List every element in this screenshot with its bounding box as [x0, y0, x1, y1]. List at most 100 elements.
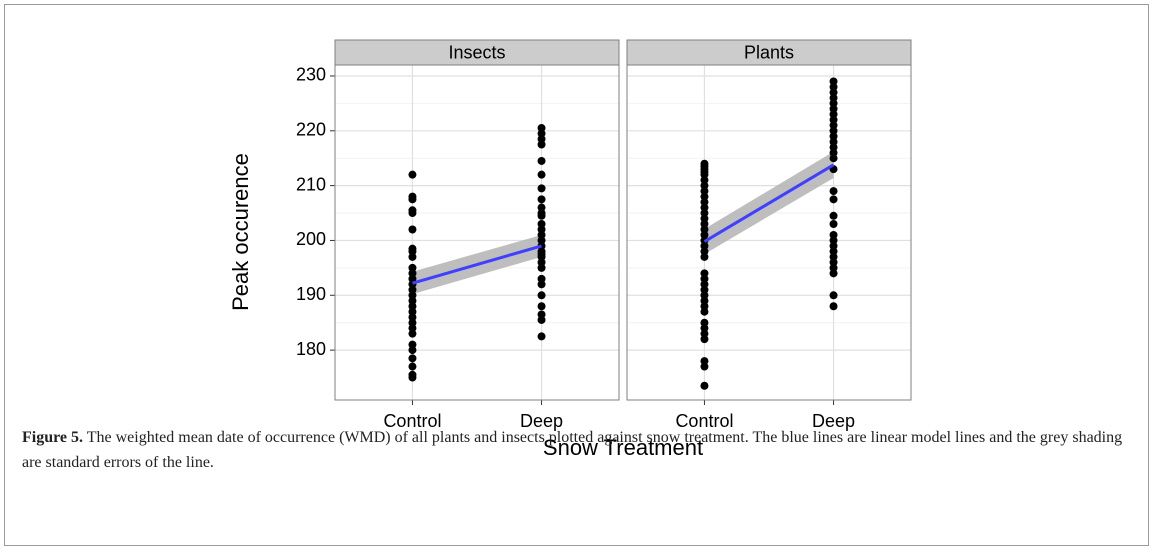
data-point	[408, 269, 417, 278]
data-point	[537, 315, 546, 324]
strip-header	[626, 39, 912, 66]
x-tick-label: Deep	[812, 411, 855, 431]
data-point	[700, 198, 709, 207]
data-point	[829, 302, 838, 311]
data-point	[700, 176, 709, 185]
data-point	[408, 252, 417, 261]
y-tick-label: 210	[296, 174, 326, 194]
data-point	[829, 115, 838, 124]
data-point	[537, 252, 546, 261]
panel-background	[335, 65, 619, 400]
strip-title: Plants	[744, 42, 794, 62]
data-point	[700, 362, 709, 371]
data-point	[700, 302, 709, 311]
data-point	[700, 225, 709, 234]
data-point	[408, 263, 417, 272]
data-point	[408, 195, 417, 204]
data-point	[700, 209, 709, 218]
figure-frame	[4, 4, 1149, 546]
data-point	[700, 247, 709, 256]
data-point	[537, 230, 546, 239]
data-point	[829, 121, 838, 130]
data-point	[700, 230, 709, 239]
data-point	[829, 291, 838, 300]
data-point	[408, 354, 417, 363]
data-point	[700, 187, 709, 196]
data-point	[537, 140, 546, 149]
data-point	[829, 110, 838, 119]
data-point	[537, 263, 546, 272]
data-point	[700, 307, 709, 316]
data-point	[700, 274, 709, 283]
data-point	[829, 143, 838, 152]
data-point	[700, 170, 709, 179]
y-tick-label: 230	[296, 65, 326, 85]
data-point	[700, 181, 709, 190]
data-point	[408, 296, 417, 305]
data-point	[829, 126, 838, 135]
data-point	[829, 252, 838, 261]
data-point	[829, 263, 838, 272]
y-axis-label: Peak occurence	[228, 153, 253, 311]
data-point	[537, 129, 546, 138]
data-point	[829, 154, 838, 163]
x-tick-label: Control	[383, 411, 441, 431]
data-point	[829, 195, 838, 204]
x-tick-label: Deep	[520, 411, 563, 431]
data-point	[829, 77, 838, 86]
data-point	[408, 285, 417, 294]
data-point	[700, 280, 709, 289]
data-point	[700, 291, 709, 300]
data-point	[537, 195, 546, 204]
fit-line	[703, 163, 835, 243]
data-point	[829, 99, 838, 108]
panel-background	[627, 65, 911, 400]
data-point	[700, 329, 709, 338]
caption-text: The weighted mean date of occurrence (WM…	[22, 429, 1123, 471]
data-point	[700, 381, 709, 390]
data-point	[537, 302, 546, 311]
data-point	[829, 258, 838, 267]
data-point	[829, 211, 838, 220]
data-point	[537, 124, 546, 133]
data-point	[408, 225, 417, 234]
data-point	[829, 132, 838, 141]
data-point	[829, 220, 838, 229]
data-point	[829, 137, 838, 146]
data-point	[537, 156, 546, 165]
data-point	[537, 170, 546, 179]
data-point	[537, 258, 546, 267]
data-point	[700, 285, 709, 294]
caption-label: Figure 5.	[22, 429, 84, 446]
figure-caption: Figure 5. The weighted mean date of occu…	[22, 425, 1127, 475]
data-point	[408, 373, 417, 382]
data-point	[700, 220, 709, 229]
data-point	[700, 296, 709, 305]
data-point	[829, 230, 838, 239]
data-point	[537, 184, 546, 193]
data-point	[829, 187, 838, 196]
data-point	[537, 236, 546, 245]
data-point	[408, 209, 417, 218]
x-axis-label: Snow Treatment	[543, 435, 703, 460]
data-point	[537, 332, 546, 341]
data-point	[408, 302, 417, 311]
fit-line	[412, 244, 542, 285]
data-point	[537, 135, 546, 144]
data-point	[700, 357, 709, 366]
data-point	[408, 307, 417, 316]
data-point	[700, 192, 709, 201]
data-point	[700, 241, 709, 250]
data-point	[829, 236, 838, 245]
data-point	[829, 247, 838, 256]
data-point	[700, 203, 709, 212]
data-point	[829, 241, 838, 250]
data-point	[537, 291, 546, 300]
data-point	[829, 88, 838, 97]
data-point	[829, 82, 838, 91]
data-point	[408, 170, 417, 179]
data-point	[700, 269, 709, 278]
data-point	[537, 280, 546, 289]
